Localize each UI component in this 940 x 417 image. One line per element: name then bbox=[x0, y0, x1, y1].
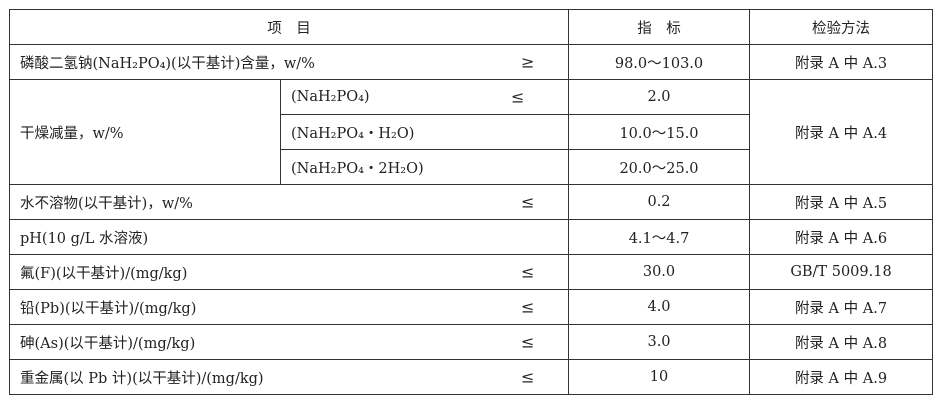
method-cell: 附录 A 中 A.4 bbox=[749, 79, 933, 185]
method-cell: 附录 A 中 A.7 bbox=[749, 289, 933, 325]
item-label: 水不溶物(以干基计)，w/% bbox=[20, 195, 193, 212]
method-cell: 附录 A 中 A.9 bbox=[749, 359, 933, 395]
symbol: ≥ bbox=[521, 52, 535, 72]
header-method: 检验方法 bbox=[749, 9, 933, 45]
item-label: 氟(F)(以干基计)/(mg/kg) bbox=[20, 265, 188, 282]
table-row: 氟(F)(以干基计)/(mg/kg) ≤ 30.0 GB/T 5009.18 bbox=[9, 254, 933, 290]
table-row: (NaH₂PO₄・2H₂O) 20.0～25.0 bbox=[10, 149, 933, 185]
item-label: 重金属(以 Pb 计)(以干基计)/(mg/kg) bbox=[20, 370, 264, 387]
method-cell: 附录 A 中 A.5 bbox=[749, 184, 933, 220]
header-index: 指 标 bbox=[568, 9, 750, 45]
sub-item-cell: (NaH₂PO₄・2H₂O) bbox=[280, 149, 569, 185]
value-cell: 2.0 bbox=[568, 79, 750, 115]
item-cell: 磷酸二氢钠(NaH₂PO₄)(以干基计)含量，w/% ≥ bbox=[9, 44, 569, 80]
symbol: ≤ bbox=[521, 297, 535, 317]
value-cell: 0.2 bbox=[568, 184, 750, 220]
table-row: (NaH₂PO₄・H₂O) 10.0～15.0 bbox=[10, 114, 933, 150]
symbol: ≤ bbox=[521, 192, 535, 212]
symbol: ≤ bbox=[521, 332, 535, 352]
table-row: 水不溶物(以干基计)，w/% ≤ 0.2 附录 A 中 A.5 bbox=[9, 184, 933, 220]
item-cell: 砷(As)(以干基计)/(mg/kg) ≤ bbox=[9, 324, 569, 360]
method-cell: 附录 A 中 A.3 bbox=[749, 44, 933, 80]
value-cell: 20.0～25.0 bbox=[568, 149, 750, 185]
item-cell: 重金属(以 Pb 计)(以干基计)/(mg/kg) ≤ bbox=[9, 359, 569, 395]
method-cell: 附录 A 中 A.6 bbox=[749, 219, 933, 255]
table-row: 砷(As)(以干基计)/(mg/kg) ≤ 3.0 附录 A 中 A.8 bbox=[9, 324, 933, 360]
table-row: 铅(Pb)(以干基计)/(mg/kg) ≤ 4.0 附录 A 中 A.7 bbox=[9, 289, 933, 325]
symbol: ≤ bbox=[521, 367, 535, 387]
item-label: pH(10 g/L 水溶液) bbox=[20, 230, 149, 247]
item-label: 磷酸二氢钠(NaH₂PO₄)(以干基计)含量，w/% bbox=[20, 55, 315, 72]
table-row: 磷酸二氢钠(NaH₂PO₄)(以干基计)含量，w/% ≥ 98.0～103.0 附… bbox=[9, 44, 933, 80]
item-cell: 干燥减量，w/% bbox=[9, 79, 281, 185]
table-header: 项 目 指 标 检验方法 bbox=[9, 9, 933, 45]
item-cell: 氟(F)(以干基计)/(mg/kg) ≤ bbox=[9, 254, 569, 290]
item-label: 铅(Pb)(以干基计)/(mg/kg) bbox=[20, 300, 197, 317]
value-cell: 4.0 bbox=[568, 289, 750, 325]
table-row: 干燥减量，w/% (NaH₂PO₄) ≤ 2.0 附录 A 中 A.4 bbox=[9, 79, 933, 185]
value-cell: 30.0 bbox=[568, 254, 750, 290]
value-cell: 4.1～4.7 bbox=[568, 219, 750, 255]
header-item: 项 目 bbox=[9, 9, 569, 45]
sub-item-label: (NaH₂PO₄) bbox=[291, 89, 370, 105]
symbol: ≤ bbox=[521, 262, 535, 282]
symbol: ≤ bbox=[511, 87, 525, 107]
sub-item-cell: (NaH₂PO₄) ≤ bbox=[280, 79, 569, 115]
value-cell: 10 bbox=[568, 359, 750, 395]
value-cell: 3.0 bbox=[568, 324, 750, 360]
table-row: 重金属(以 Pb 计)(以干基计)/(mg/kg) ≤ 10 附录 A 中 A.9 bbox=[9, 359, 933, 395]
item-label: 砷(As)(以干基计)/(mg/kg) bbox=[20, 335, 196, 352]
method-cell: GB/T 5009.18 bbox=[749, 254, 933, 290]
method-cell: 附录 A 中 A.8 bbox=[749, 324, 933, 360]
sub-item-cell: (NaH₂PO₄・H₂O) bbox=[280, 114, 569, 150]
table-row: pH(10 g/L 水溶液) 4.1～4.7 附录 A 中 A.6 bbox=[9, 219, 933, 255]
item-cell: 水不溶物(以干基计)，w/% ≤ bbox=[9, 184, 569, 220]
spec-table: 项 目 指 标 检验方法 磷酸二氢钠(NaH₂PO₄)(以干基计)含量，w/% ≥… bbox=[9, 9, 933, 395]
value-cell: 10.0～15.0 bbox=[568, 114, 750, 150]
value-cell: 98.0～103.0 bbox=[568, 44, 750, 80]
item-cell: 铅(Pb)(以干基计)/(mg/kg) ≤ bbox=[9, 289, 569, 325]
item-cell: pH(10 g/L 水溶液) bbox=[9, 219, 569, 255]
